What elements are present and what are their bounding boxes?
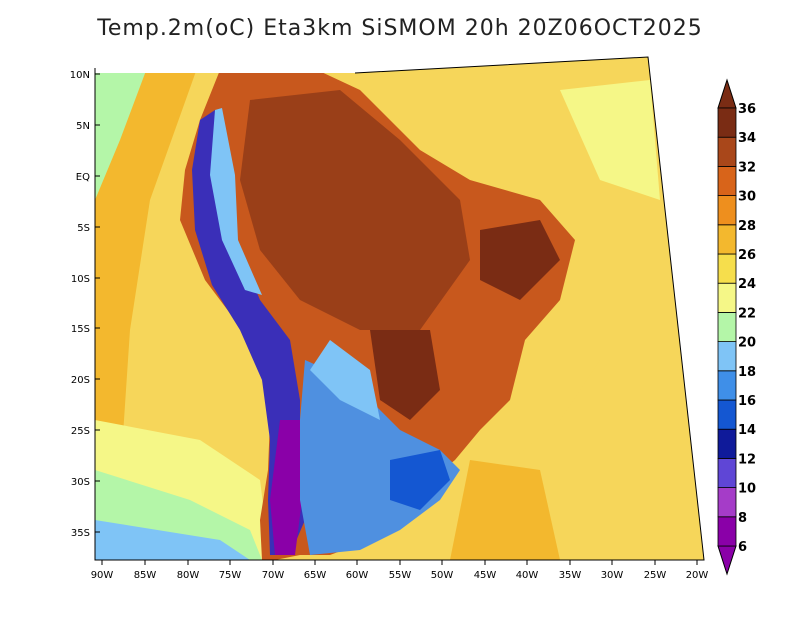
south-pacific-coldest	[95, 520, 250, 560]
lon-label: 30W	[601, 570, 624, 581]
lon-label: 65W	[304, 570, 327, 581]
lat-label: 30S	[71, 477, 90, 488]
lon-axis: 90W 85W 80W 75W 70W 65W 60W 55W 50W 45W …	[91, 560, 709, 581]
lat-label: EQ	[76, 172, 90, 183]
lon-label: 45W	[474, 570, 497, 581]
colorbar-label: 20	[738, 336, 756, 351]
colorbar-swatch	[717, 399, 737, 430]
colorbar-swatch	[717, 136, 737, 167]
lat-axis: 10N 5N EQ 5S 10S 15S 20S 25S 30S 35S	[70, 70, 100, 539]
colorbar-label: 36	[738, 102, 756, 117]
andes-edge	[210, 108, 262, 295]
page-title: Temp.2m(oC) Eta3km SiSMOM 20h 20Z06OCT20…	[97, 16, 703, 41]
lat-label: 10S	[71, 274, 90, 285]
colorbar-swatch	[717, 370, 737, 401]
colorbar-label: 16	[738, 394, 756, 409]
colorbar-label: 6	[738, 540, 747, 555]
uruguay-cold-region	[390, 450, 450, 510]
colorbar-label: 28	[738, 219, 756, 234]
pacific-cool-patch	[95, 60, 150, 200]
lon-label: 80W	[177, 570, 200, 581]
colorbar-label: 14	[738, 423, 756, 438]
central-hot-region	[370, 330, 440, 420]
lon-label: 35W	[559, 570, 582, 581]
lon-label: 70W	[262, 570, 285, 581]
lat-label: 10N	[70, 70, 90, 81]
lon-label: 50W	[431, 570, 454, 581]
northeast-hot-region	[480, 220, 560, 300]
lat-label: 25S	[71, 426, 90, 437]
chaco-mild-region	[310, 340, 380, 420]
colorbar-swatch	[717, 224, 737, 255]
colorbar-swatch	[717, 195, 737, 226]
colorbar-label: 30	[738, 190, 756, 205]
lon-label: 75W	[219, 570, 242, 581]
colorbar-label: 26	[738, 248, 756, 263]
temperature-field	[95, 57, 704, 560]
south-atlantic-warm	[450, 460, 560, 560]
lon-label: 85W	[134, 570, 157, 581]
lon-label: 60W	[346, 570, 369, 581]
lon-label: 40W	[516, 570, 539, 581]
lon-label: 55W	[389, 570, 412, 581]
colorbar-label: 22	[738, 306, 756, 321]
lat-label: 5N	[76, 121, 90, 132]
amazon-hot-region	[240, 90, 470, 330]
colorbar-min-arrow	[717, 545, 737, 576]
colorbar-swatch	[717, 282, 737, 313]
southern-andes-coldest	[270, 420, 302, 555]
colorbar: 6 8 10 12 14 16 18 20 22 24 26 28 30 32 34 36	[717, 78, 756, 576]
lon-label: 90W	[91, 570, 114, 581]
colorbar-label: 12	[738, 452, 756, 467]
colorbar-swatch	[717, 457, 737, 488]
atlantic-cool-patch	[560, 80, 660, 200]
colorbar-label: 34	[738, 131, 756, 146]
colorbar-labels: 6 8 10 12 14 16 18 20 22 24 26 28 30 32 34 36	[738, 102, 756, 555]
colorbar-swatch	[717, 107, 737, 138]
lat-label: 35S	[71, 528, 90, 539]
pacific-warm-region	[95, 60, 200, 490]
colorbar-label: 24	[738, 277, 756, 292]
lat-label: 15S	[71, 324, 90, 335]
colorbar-swatches	[717, 78, 737, 576]
lon-label: 20W	[686, 570, 709, 581]
colorbar-swatch	[717, 311, 737, 342]
lat-label: 5S	[77, 223, 90, 234]
colorbar-swatch	[717, 487, 737, 518]
lat-label: 20S	[71, 375, 90, 386]
colorbar-swatch	[717, 516, 737, 547]
colorbar-label: 18	[738, 365, 756, 380]
colorbar-swatch	[717, 165, 737, 196]
colorbar-swatch	[717, 341, 737, 372]
colorbar-label: 10	[738, 482, 756, 497]
colorbar-max-arrow	[717, 78, 737, 109]
colorbar-label: 32	[738, 160, 756, 175]
colorbar-swatch	[717, 253, 737, 284]
colorbar-label: 8	[738, 511, 747, 526]
colorbar-swatch	[717, 428, 737, 459]
lon-label: 25W	[644, 570, 667, 581]
